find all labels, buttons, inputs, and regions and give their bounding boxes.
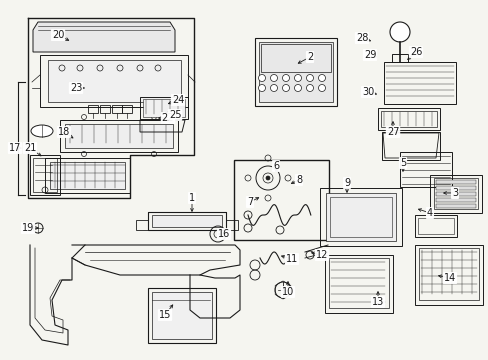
Text: 30: 30	[361, 87, 373, 97]
Bar	[65, 124, 173, 148]
Text: 3: 3	[451, 188, 457, 198]
Text: 22: 22	[162, 113, 174, 123]
Bar	[60, 120, 178, 152]
Bar	[380, 111, 436, 127]
Bar	[142, 99, 184, 117]
Bar	[259, 42, 332, 102]
Bar	[418, 248, 478, 300]
Text: 4: 4	[426, 208, 432, 218]
Bar	[234, 160, 328, 240]
Circle shape	[294, 85, 301, 91]
Text: 2: 2	[306, 52, 312, 62]
Bar	[377, 108, 439, 130]
Text: 19: 19	[22, 223, 34, 233]
Circle shape	[318, 85, 325, 91]
Text: 23: 23	[70, 83, 82, 93]
Bar	[325, 255, 392, 313]
Bar	[429, 175, 481, 213]
Bar	[399, 152, 451, 187]
Text: 11: 11	[285, 254, 298, 264]
Bar	[33, 158, 57, 192]
Circle shape	[265, 176, 269, 180]
Bar	[328, 258, 388, 308]
Text: 7: 7	[246, 197, 253, 207]
Text: 25: 25	[168, 110, 181, 120]
Circle shape	[318, 75, 325, 81]
Ellipse shape	[31, 125, 53, 137]
Bar	[112, 105, 122, 113]
Text: 5: 5	[399, 158, 406, 168]
Circle shape	[306, 85, 313, 91]
Circle shape	[258, 85, 265, 91]
Bar	[433, 178, 477, 209]
Bar	[329, 197, 391, 237]
Bar	[254, 38, 336, 106]
Circle shape	[282, 85, 289, 91]
Bar	[30, 155, 60, 195]
Circle shape	[294, 75, 301, 81]
Text: 6: 6	[272, 161, 279, 171]
Text: 24: 24	[171, 95, 184, 105]
Text: 26: 26	[409, 47, 421, 57]
Bar	[325, 193, 395, 241]
Bar	[45, 158, 130, 193]
Text: 9: 9	[343, 178, 349, 188]
Text: 21: 21	[24, 143, 36, 153]
Text: 10: 10	[281, 287, 293, 297]
Circle shape	[270, 85, 277, 91]
Circle shape	[270, 75, 277, 81]
Bar	[435, 186, 475, 190]
Text: 13: 13	[371, 297, 384, 307]
Circle shape	[282, 75, 289, 81]
Bar	[152, 215, 222, 227]
Bar	[319, 188, 401, 246]
Text: 14: 14	[443, 273, 455, 283]
Text: 18: 18	[58, 127, 70, 137]
Bar	[88, 105, 98, 113]
Bar	[140, 97, 187, 119]
Text: 20: 20	[52, 30, 64, 40]
Text: 1: 1	[188, 193, 195, 203]
Bar	[435, 204, 475, 208]
Text: 29: 29	[363, 50, 375, 60]
Bar	[381, 132, 439, 160]
Bar	[391, 54, 407, 62]
Bar	[48, 60, 181, 102]
Bar	[50, 162, 125, 189]
Text: 12: 12	[315, 250, 327, 260]
Circle shape	[258, 75, 265, 81]
Bar	[435, 198, 475, 202]
Text: 27: 27	[386, 127, 398, 137]
Text: 17: 17	[9, 143, 21, 153]
Bar	[414, 215, 456, 237]
Circle shape	[306, 75, 313, 81]
Bar	[414, 245, 482, 305]
Text: 28: 28	[355, 33, 367, 43]
Text: 8: 8	[295, 175, 302, 185]
Bar	[152, 292, 212, 339]
Bar	[261, 44, 330, 72]
Bar	[100, 105, 110, 113]
Bar	[435, 192, 475, 196]
Text: 15: 15	[159, 310, 171, 320]
Bar	[122, 105, 132, 113]
Bar	[417, 218, 453, 234]
Text: 16: 16	[218, 229, 230, 239]
Bar	[435, 180, 475, 184]
Bar	[40, 55, 187, 107]
Polygon shape	[33, 22, 175, 52]
Circle shape	[389, 22, 409, 42]
Bar	[383, 62, 455, 104]
Bar	[148, 288, 216, 343]
Bar	[148, 212, 225, 230]
